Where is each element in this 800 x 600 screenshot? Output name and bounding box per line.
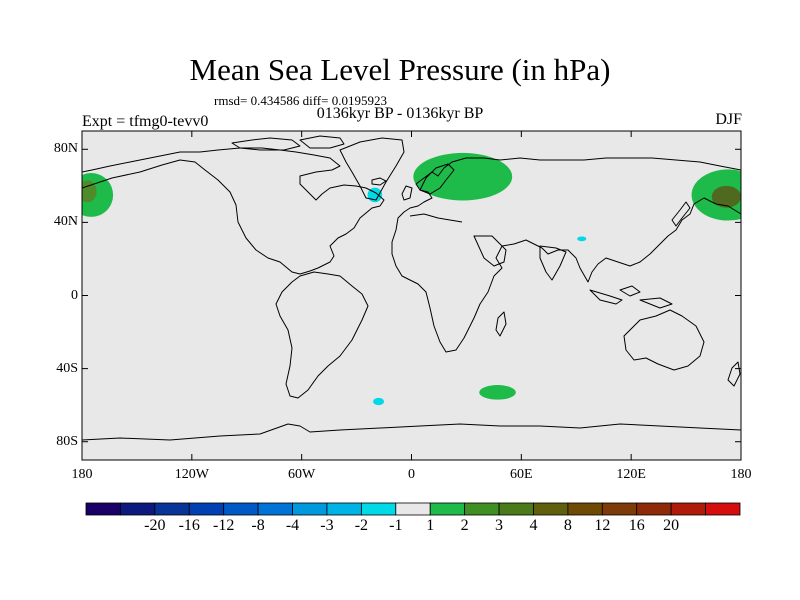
- colorbar-label: 16: [628, 517, 645, 534]
- anomaly-tibet: [577, 236, 587, 242]
- colorbar-label: -2: [354, 517, 369, 534]
- anomaly-south-atlantic: [373, 397, 385, 406]
- axis-ticks: [81, 131, 742, 460]
- greenland-coastline: [339, 137, 405, 201]
- lat-tick-label: 40S: [56, 360, 78, 376]
- eurasia-africa-coastline: [391, 157, 741, 353]
- colorbar-swatch: [360, 502, 397, 516]
- colorbar-swatch: [257, 502, 293, 516]
- period-label: 0136kyr BP - 0136kyr BP: [316, 105, 484, 122]
- anomaly-europe: [413, 152, 513, 201]
- colorbar-label: -4: [285, 517, 300, 534]
- anomaly-southern-indian-ocean: [479, 385, 516, 400]
- coastlines: [82, 135, 741, 441]
- lon-tick-label: 0: [408, 467, 415, 482]
- colorbar-label: 2: [460, 517, 469, 534]
- anomaly-layer: [82, 152, 741, 406]
- colorbar-swatch: [292, 502, 328, 516]
- colorbar-swatch: [705, 502, 741, 516]
- lon-tick-label: 60E: [510, 467, 533, 482]
- colorbar-label: 3: [495, 517, 504, 534]
- colorbar-swatch: [85, 502, 121, 516]
- antarctica-coastline: [82, 423, 741, 441]
- lon-tick-label: 120E: [616, 467, 646, 482]
- colorbar-label: 4: [529, 517, 538, 534]
- mediterranean-coastline: [409, 213, 463, 223]
- anomaly-north-pacific-east-core: [82, 180, 97, 203]
- colorbar-swatch: [429, 502, 466, 516]
- colorbar-swatch: [188, 502, 225, 516]
- rmsd-diff-stats: rmsd= 0.434586 diff= 0.0195923: [214, 93, 387, 108]
- iceland-coastline: [371, 177, 387, 186]
- experiment-label: Expt = tfmg0-tevv0: [82, 113, 209, 130]
- lat-tick-label: 80N: [53, 141, 78, 157]
- colorbar-label: -12: [213, 517, 235, 534]
- arctic-islands-2-coastline: [299, 135, 345, 149]
- india-coastline: [539, 245, 567, 281]
- north-america-coastline: [82, 147, 385, 275]
- colorbar-swatch: [567, 502, 603, 516]
- british-isles-coastline: [401, 185, 413, 201]
- season-label: DJF: [715, 111, 742, 128]
- new-zealand-coastline: [727, 361, 741, 387]
- colorbar-label: -1: [389, 517, 403, 534]
- indonesia-coastline: [589, 285, 673, 309]
- japan-coastline: [671, 201, 691, 227]
- scandinavia-coastline: [419, 163, 455, 195]
- australia-coastline: [623, 309, 705, 371]
- colorbar-swatch: [498, 502, 534, 516]
- lon-tick-label: 60W: [288, 467, 316, 482]
- colorbar: [85, 502, 741, 516]
- colorbar-label: 20: [663, 517, 680, 534]
- colorbar-swatch: [533, 502, 569, 516]
- arctic-islands-coastline: [231, 137, 301, 151]
- colorbar-label: 8: [563, 517, 572, 534]
- lat-tick-label: 80S: [56, 433, 78, 449]
- colorbar-label: -8: [251, 517, 265, 534]
- lat-tick-label: 0: [71, 287, 78, 303]
- colorbar-swatch: [636, 502, 672, 516]
- colorbar-label: -3: [320, 517, 334, 534]
- map-background: [82, 131, 741, 460]
- lon-tick-label: 180: [71, 467, 93, 482]
- colorbar-swatch: [601, 502, 638, 516]
- colorbar-swatch: [154, 502, 190, 516]
- colorbar-swatch: [395, 502, 431, 516]
- colorbar-swatch: [223, 502, 259, 516]
- anomaly-north-pacific-west-core: [711, 185, 741, 208]
- colorbar-swatch: [670, 502, 706, 516]
- colorbar-label: 12: [594, 517, 611, 534]
- colorbar-label: -20: [144, 517, 166, 534]
- colorbar-label: 1: [426, 517, 435, 534]
- figure-title: Mean Sea Level Pressure (in hPa): [189, 52, 611, 87]
- arabia-coastline: [473, 235, 507, 267]
- south-america-coastline: [275, 271, 369, 399]
- colorbar-swatch: [120, 502, 156, 516]
- colorbar-label: -16: [178, 517, 200, 534]
- lon-tick-label: 120W: [174, 467, 209, 482]
- madagascar-coastline: [495, 311, 507, 337]
- colorbar-swatch: [326, 502, 362, 516]
- colorbar-swatch: [464, 502, 500, 516]
- lon-tick-label: 180: [730, 467, 752, 482]
- lat-tick-label: 40N: [53, 214, 78, 230]
